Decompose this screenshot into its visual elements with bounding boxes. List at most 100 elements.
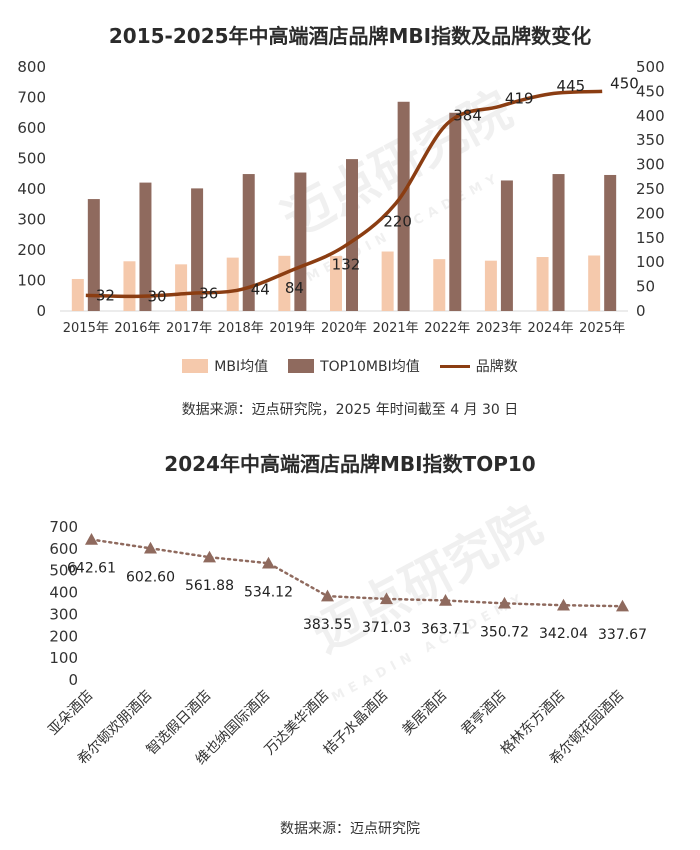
bar-mbi: [588, 255, 601, 311]
bar-top10: [604, 174, 617, 311]
point-data-label: 350.72: [480, 624, 529, 640]
point-data-label: 371.03: [362, 620, 411, 636]
line-data-label: 132: [332, 256, 361, 274]
legend-swatch-top10: [288, 359, 315, 373]
legend-label-brands: 品牌数: [475, 359, 518, 375]
line-data-label: 30: [147, 287, 166, 305]
bar-mbi: [175, 264, 188, 311]
legend-label-mbi: MBI均值: [214, 359, 269, 375]
y-tick-label: 600: [49, 540, 78, 558]
y2-tick-label: 0: [636, 302, 646, 320]
chart2-title: 2024年中高端酒店品牌MBI指数TOP10: [164, 452, 536, 476]
point-marker: [321, 589, 334, 602]
x-tick-label: 2025年: [579, 321, 625, 336]
x-tick-label: 2022年: [424, 321, 470, 336]
point-marker: [380, 592, 393, 605]
line-brand-count: [85, 89, 603, 299]
x-tick-label: 2016年: [114, 321, 160, 336]
y-tick-label: 200: [49, 627, 78, 645]
bar-mbi: [123, 261, 136, 311]
x-tick-label: 2020年: [321, 321, 367, 336]
bar-mbi: [330, 256, 342, 311]
x-tick-label: 2019年: [269, 321, 315, 336]
y-tick-label: 100: [49, 649, 78, 667]
point-data-label: 337.67: [598, 627, 647, 643]
bar-mbi: [433, 259, 446, 311]
legend-item-mbi: MBI均值: [182, 356, 268, 376]
point-data-label: 383.55: [303, 617, 352, 633]
line-data-label: 450: [610, 74, 639, 92]
bar-mbi: [381, 251, 394, 311]
y-tick-label: 500: [17, 150, 46, 168]
bar-top10: [242, 174, 255, 311]
bar-mbi: [278, 255, 291, 311]
point-data-label: 363.71: [421, 622, 470, 638]
line-data-label: 384: [453, 107, 482, 125]
y2-tick-label: 150: [636, 229, 665, 247]
legend-swatch-mbi: [182, 359, 209, 373]
point-marker: [498, 596, 511, 609]
y2-tick-label: 250: [636, 180, 665, 198]
y-tick-label: 300: [49, 605, 78, 623]
line-data-label: 44: [251, 281, 270, 299]
point-data-label: 642.61: [67, 561, 116, 577]
y2-tick-label: 500: [636, 58, 665, 76]
point-data-label: 342.04: [539, 626, 588, 642]
x-tick-label: 君亭酒店: [458, 687, 510, 739]
point-marker: [439, 594, 452, 606]
y-tick-label: 800: [17, 58, 46, 76]
y-tick-label: 700: [17, 89, 46, 107]
line-mbi-top10: [90, 538, 624, 608]
point-marker: [557, 598, 570, 611]
legend-swatch-brands: [439, 364, 470, 368]
line-data-label: 32: [96, 286, 115, 304]
chart1-legend: MBI均值 TOP10MBI均值 品牌数: [0, 356, 700, 376]
chart2-plot: 0100200300400500600700642.61亚朵酒店602.60希尔…: [45, 518, 647, 768]
bar-mbi: [484, 260, 497, 311]
chart1-source: 数据来源：迈点研究院，2025 年时间截至 4 月 30 日: [181, 402, 519, 418]
point-marker: [144, 541, 157, 554]
y-tick-label: 400: [17, 180, 46, 198]
y-tick-label: 100: [17, 272, 46, 290]
y2-tick-label: 50: [636, 278, 655, 296]
point-marker: [616, 599, 629, 612]
y2-tick-label: 450: [636, 82, 665, 100]
y-tick-label: 500: [49, 562, 78, 580]
y-tick-label: 300: [17, 211, 46, 229]
y2-tick-label: 200: [636, 204, 665, 222]
line-data-label: 419: [505, 90, 534, 108]
line-data-label: 220: [383, 213, 412, 231]
y2-tick-label: 350: [636, 131, 665, 149]
x-tick-label: 美居酒店: [399, 688, 450, 739]
x-tick-label: 2024年: [527, 321, 573, 336]
bar-mbi: [226, 257, 239, 311]
y2-tick-label: 400: [636, 107, 665, 125]
bar-top10: [449, 112, 462, 311]
bar-top10: [346, 159, 358, 311]
x-tick-label: 2017年: [166, 321, 212, 336]
bar-top10: [397, 101, 410, 311]
line-data-label: 84: [285, 279, 304, 297]
line-data-label: 445: [557, 77, 586, 95]
y-tick-label: 400: [49, 584, 78, 602]
y-tick-label: 200: [17, 241, 46, 259]
bar-mbi: [536, 257, 549, 311]
x-tick-label: 2021年: [373, 321, 419, 336]
point-data-label: 602.60: [126, 569, 175, 585]
bar-top10: [294, 172, 307, 311]
legend-item-top10: TOP10MBI均值: [288, 356, 420, 376]
point-marker: [85, 533, 98, 545]
point-data-label: 561.88: [185, 578, 234, 594]
line-data-label: 36: [199, 284, 218, 302]
x-tick-label: 亚朵酒店: [45, 688, 96, 739]
chart2-source: 数据来源：迈点研究院: [280, 821, 420, 837]
y-tick-label: 600: [17, 119, 46, 137]
chart1-title: 2015-2025年中高端酒店品牌MBI指数及品牌数变化: [108, 24, 592, 48]
x-tick-label: 2015年: [63, 321, 109, 336]
y-tick-label: 0: [36, 302, 46, 320]
bar-top10: [500, 180, 513, 311]
point-data-label: 534.12: [244, 584, 293, 600]
y2-tick-label: 300: [636, 156, 665, 174]
chart1-plot: 0 100 200 300 400 500 600 700 800 0 50 100 150 200 250…: [17, 58, 665, 336]
y-tick-label: 700: [49, 518, 78, 536]
